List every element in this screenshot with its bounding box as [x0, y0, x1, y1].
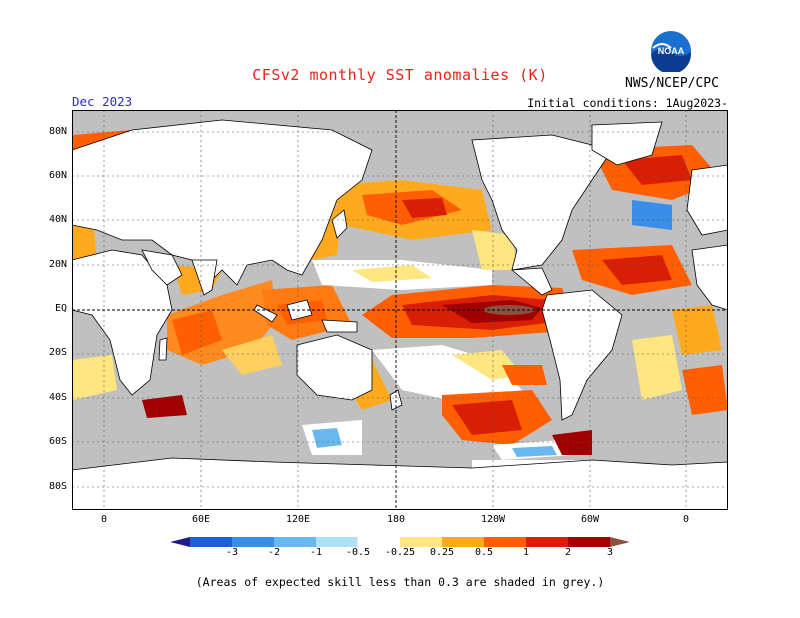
colorbar-max-triangle: [610, 537, 630, 547]
sumatra: [253, 304, 278, 323]
logo-text: NOAA: [658, 46, 685, 56]
lat-label-40s: 40S: [48, 392, 67, 403]
central-america: [510, 267, 553, 296]
africa-west: [691, 244, 728, 311]
colorbar-tick-label: -0.5: [345, 547, 371, 558]
colorbar-min-triangle: [170, 537, 190, 547]
sst-anomaly-map: [72, 110, 728, 510]
lat-label-eq: EQ: [54, 303, 67, 314]
africa: [72, 249, 173, 396]
continents: [72, 119, 728, 510]
colorbar-swatch: [484, 537, 526, 547]
map-grid: [72, 110, 728, 510]
madagascar: [158, 337, 168, 361]
colorbar-tick-label: 0.25: [429, 547, 455, 558]
noaa-logo: NOAA: [651, 31, 691, 72]
equator-dateline: [72, 110, 728, 510]
western-europe: [686, 164, 728, 236]
colorbar: [170, 536, 630, 548]
skill-footnote: (Areas of expected skill less than 0.3 a…: [195, 575, 605, 589]
colorbar-tick-label: 0.5: [474, 547, 494, 558]
lon-label-60w: 60W: [580, 514, 600, 525]
lat-label-40n: 40N: [48, 214, 67, 225]
lat-label-80s: 80S: [48, 481, 67, 492]
colorbar-swatch: [442, 537, 484, 547]
colorbar-tick-label: 2: [564, 547, 572, 558]
colorbar-tick-label: 1: [522, 547, 530, 558]
lat-label-80n: 80N: [48, 126, 67, 137]
south-america: [541, 289, 623, 421]
lon-label-180: 180: [386, 514, 406, 525]
antarctica: [72, 457, 728, 510]
lon-label-0: 0: [100, 514, 108, 525]
colorbar-swatch: [274, 537, 316, 547]
lon-label-120w: 120W: [480, 514, 506, 525]
eurasia: [72, 119, 373, 286]
colorbar-swatch: [357, 536, 401, 548]
colorbar-tick-label: -2: [267, 547, 281, 558]
agency-label: NWS/NCEP/CPC: [625, 76, 719, 91]
colorbar-swatch: [400, 537, 442, 547]
lat-label-60s: 60S: [48, 436, 67, 447]
colorbar-swatch: [568, 537, 610, 547]
lon-label-120e: 120E: [285, 514, 311, 525]
colorbar-swatch: [232, 537, 274, 547]
lon-label-60e: 60E: [191, 514, 211, 525]
colorbar-tick-label: -0.25: [384, 547, 416, 558]
chart-title: CFSv2 monthly SST anomalies (K): [252, 66, 548, 84]
forecast-period: Dec 2023: [72, 94, 133, 109]
greenland: [591, 121, 663, 166]
colorbar-tick-label: -3: [225, 547, 239, 558]
lon-label-0-east: 0: [682, 514, 690, 525]
india: [191, 259, 218, 296]
new-guinea: [321, 319, 358, 333]
colorbar-swatch: [190, 537, 232, 547]
colorbar-swatch: [526, 537, 568, 547]
lat-label-60n: 60N: [48, 170, 67, 181]
colorbar-tick-label: -1: [309, 547, 323, 558]
colorbar-tick-label: 3: [606, 547, 614, 558]
arabia: [141, 249, 183, 286]
colorbar-swatch: [316, 537, 358, 547]
map-frame: [72, 110, 728, 510]
lat-label-20s: 20S: [48, 347, 67, 358]
australia: [296, 334, 373, 401]
japan: [331, 209, 348, 239]
lat-label-20n: 20N: [48, 259, 67, 270]
